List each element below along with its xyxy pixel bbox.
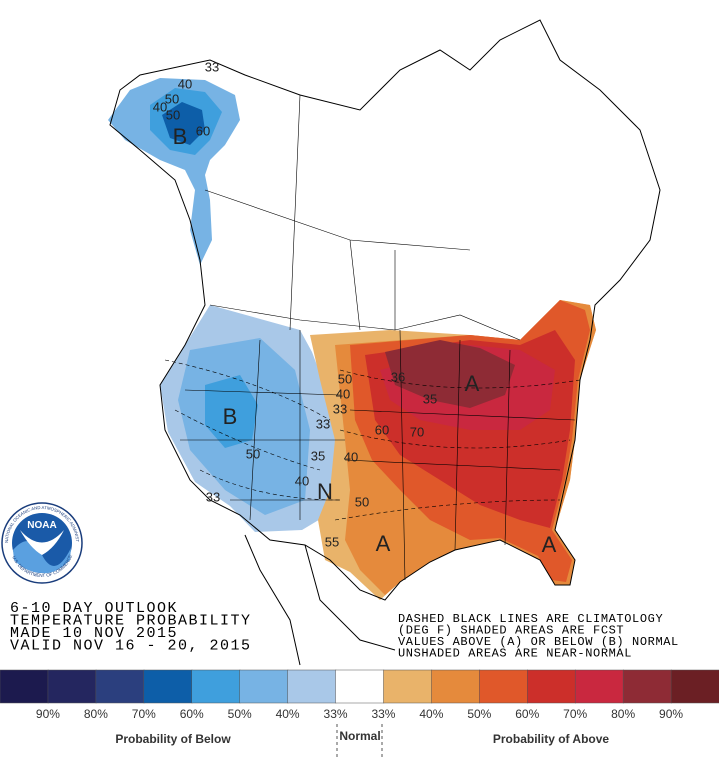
legend-label: 40% — [419, 707, 443, 721]
legend-swatch — [479, 669, 529, 704]
contour-label: 35 — [423, 391, 437, 406]
info-line: TEMPERATURE PROBABILITY — [10, 613, 252, 630]
logo-name: NOAA — [27, 520, 56, 531]
shade-below — [162, 102, 205, 145]
contour-label: 50 — [246, 446, 260, 461]
contour-label: 33 — [333, 401, 347, 416]
legend-heading: Normal — [339, 729, 380, 743]
legend-label: 60% — [515, 707, 539, 721]
contour-label: 40 — [295, 473, 309, 488]
noaa-logo: NOAA NATIONAL OCEANIC AND ATMOSPHERIC AD… — [0, 0, 83, 584]
shade-above — [385, 340, 515, 408]
legend-label: 80% — [84, 707, 108, 721]
logo-ring-top: NATIONAL OCEANIC AND ATMOSPHERIC ADMINIS… — [0, 0, 80, 543]
legend-label: 50% — [228, 707, 252, 721]
logo-bird — [20, 530, 64, 555]
legend-swatch — [335, 669, 385, 704]
contour-label: 60 — [375, 422, 389, 437]
legend-swatch — [431, 669, 481, 704]
legend-label: 40% — [276, 707, 300, 721]
category-letter: B — [223, 404, 238, 429]
legend-label: 50% — [467, 707, 491, 721]
legend-heading: Probability of Above — [493, 732, 610, 746]
border — [204, 94, 521, 341]
info-line: MADE 10 NOV 2015 — [10, 625, 178, 642]
legend-swatch — [143, 669, 193, 704]
legend-swatch — [287, 669, 337, 704]
contour-label: 35 — [311, 448, 325, 463]
map — [108, 19, 661, 666]
note-line: (DEG F) SHADED AREAS ARE FCST — [398, 624, 624, 638]
contour-label: 40 — [178, 76, 192, 91]
category-letter: A — [465, 371, 480, 396]
contour-label: 50 — [355, 494, 369, 509]
info-line: 6-10 DAY OUTLOOK — [10, 600, 178, 617]
contour-label: 50 — [338, 371, 352, 386]
category-letter: B — [173, 124, 188, 149]
contour-label: 40 — [336, 386, 350, 401]
contour-label: 33 — [316, 416, 330, 431]
legend-swatch — [95, 669, 145, 704]
probability-legend: 90% 80% 70% 60% 50% 40% 33% 33% 40% 50% 60% 70% 80% 9… — [0, 669, 719, 746]
contour-label: 50 — [166, 107, 180, 122]
legend-swatch — [239, 669, 289, 704]
coastline — [109, 19, 661, 601]
legend-swatch — [670, 669, 719, 704]
shade-below — [205, 375, 258, 448]
note-line: DASHED BLACK LINES ARE CLIMATOLOGY — [398, 612, 663, 626]
info-line: VALID NOV 16 - 20, 2015 — [10, 638, 252, 655]
legend-swatch — [383, 669, 433, 704]
climatology-line — [164, 359, 581, 521]
legend-notes: DASHED BLACK LINES ARE CLIMATOLOGY(DEG F… — [398, 612, 679, 661]
legend-label: 70% — [132, 707, 156, 721]
legend-label: 80% — [611, 707, 635, 721]
contour-label: 55 — [325, 534, 339, 549]
logo-ring-text: NATIONAL OCEANIC AND ATMOSPHERIC ADMINIS… — [0, 0, 80, 543]
contour-label: 36 — [391, 369, 405, 384]
contour-label: 60 — [196, 123, 210, 138]
legend-swatch — [0, 669, 49, 704]
legend-label: 33% — [371, 707, 395, 721]
category-letter: A — [376, 531, 391, 556]
legend-label: 60% — [180, 707, 204, 721]
legend-label: 70% — [563, 707, 587, 721]
border — [180, 329, 576, 581]
legend-swatch — [47, 669, 97, 704]
contour-label: 33 — [205, 59, 219, 74]
contour-label: 33 — [206, 489, 220, 504]
category-letter: A — [542, 532, 557, 557]
coastline — [244, 534, 396, 666]
legend-swatch — [574, 669, 624, 704]
legend-swatch — [191, 669, 241, 704]
contour-label: 40 — [153, 99, 167, 114]
note-line: UNSHADED AREAS ARE NEAR-NORMAL — [398, 647, 632, 661]
contour-label: 50 — [165, 91, 179, 106]
legend-heading: Probability of Below — [115, 732, 231, 746]
legend-label: 90% — [36, 707, 60, 721]
category-letter: N — [317, 479, 333, 504]
legend-label: 33% — [324, 707, 348, 721]
legend-label: 90% — [659, 707, 683, 721]
logo-wave — [13, 541, 71, 574]
legend-swatch — [527, 669, 576, 704]
note-line: VALUES ABOVE (A) OR BELOW (B) NORMAL — [398, 635, 679, 649]
contour-label: 70 — [410, 424, 424, 439]
legend-swatch — [622, 669, 672, 704]
contour-label: 40 — [344, 449, 358, 464]
